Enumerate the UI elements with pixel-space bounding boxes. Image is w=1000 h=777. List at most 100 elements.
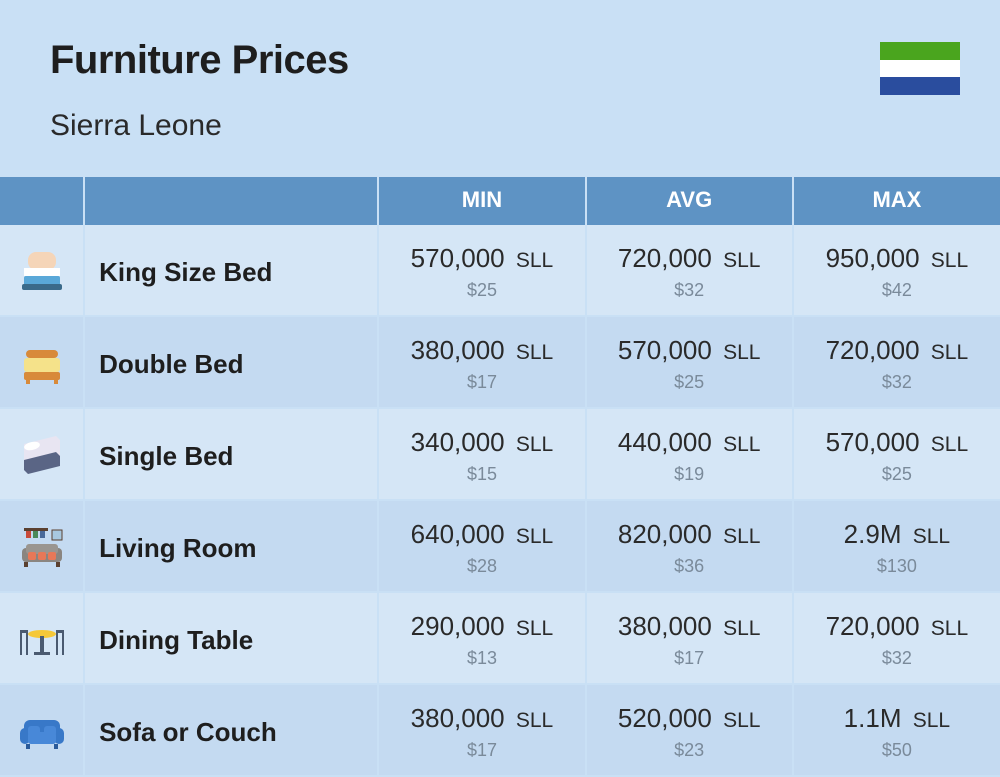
currency-code: SLL <box>931 617 968 640</box>
currency-code: SLL <box>723 617 760 640</box>
sofa-icon <box>0 684 84 776</box>
price-max: 1.1M SLL $50 <box>793 684 1000 776</box>
item-name: Sofa or Couch <box>84 684 378 776</box>
table-row: Living Room640,000 SLL$28820,000 SLL$362… <box>0 500 1000 592</box>
price-min: 640,000 SLL$28 <box>378 500 585 592</box>
col-icon <box>0 177 84 225</box>
flag-stripe-bot <box>880 77 960 95</box>
price-usd: $130 <box>794 556 1000 577</box>
price-local: 380,000 <box>618 611 712 641</box>
price-local: 570,000 <box>826 427 920 457</box>
living-room-icon <box>0 500 84 592</box>
table-row: Single Bed340,000 SLL$15440,000 SLL$1957… <box>0 408 1000 500</box>
price-avg: 720,000 SLL $32 <box>586 225 793 316</box>
price-usd: $32 <box>794 372 1000 393</box>
price-local: 720,000 <box>618 243 712 273</box>
price-min: 380,000 SLL $17 <box>378 316 585 408</box>
item-name: Dining Table <box>84 592 378 684</box>
price-usd: $25 <box>379 280 584 301</box>
price-usd: $25 <box>794 464 1000 485</box>
price-usd: $36 <box>587 556 792 577</box>
currency-code: SLL <box>516 341 553 364</box>
page-header: Furniture Prices Sierra Leone <box>0 0 1000 161</box>
price-local: 950,000 <box>826 243 920 273</box>
table-row: King Size Bed 570,000 SLL $25 720,000 SLL $3… <box>0 225 1000 316</box>
table-header-row: MIN AVG MAX <box>0 177 1000 225</box>
price-local: 380,000 <box>411 703 505 733</box>
price-avg: 820,000 SLL $36 <box>586 500 793 592</box>
price-local: 340,000 <box>411 427 505 457</box>
price-avg: 520,000 SLL$23 <box>586 684 793 776</box>
price-usd: $17 <box>379 372 584 393</box>
price-max: 2.9M SLL $130 <box>793 500 1000 592</box>
king-bed-icon <box>0 225 84 316</box>
price-usd: $17 <box>379 740 584 761</box>
price-usd: $19 <box>587 464 792 485</box>
col-min: MIN <box>378 177 585 225</box>
currency-code: SLL <box>723 341 760 364</box>
currency-code: SLL <box>516 617 553 640</box>
price-local: 720,000 <box>826 335 920 365</box>
col-max: MAX <box>793 177 1000 225</box>
double-bed-icon <box>0 316 84 408</box>
currency-code: SLL <box>516 249 553 272</box>
price-max: 570,000 SLL $25 <box>793 408 1000 500</box>
price-local: 380,000 <box>411 335 505 365</box>
price-local: 820,000 <box>618 519 712 549</box>
price-usd: $32 <box>587 280 792 301</box>
flag-stripe-top <box>880 42 960 60</box>
currency-code: SLL <box>931 249 968 272</box>
col-name <box>84 177 378 225</box>
price-min: 570,000 SLL $25 <box>378 225 585 316</box>
price-local: 720,000 <box>826 611 920 641</box>
price-usd: $28 <box>379 556 584 577</box>
price-local: 570,000 <box>618 335 712 365</box>
price-table: MIN AVG MAX King Size Bed570,000 SLL$257… <box>0 177 1000 777</box>
currency-code: SLL <box>723 525 760 548</box>
price-local: 2.9M <box>844 519 902 549</box>
currency-code: SLL <box>931 341 968 364</box>
price-avg: 440,000 SLL $19 <box>586 408 793 500</box>
currency-code: SLL <box>913 709 950 732</box>
price-max: 720,000 SLL $32 <box>793 592 1000 684</box>
price-usd: $25 <box>587 372 792 393</box>
currency-code: SLL <box>516 433 553 456</box>
table-row: Dining Table290,000 SLL$13380,000 SLL$17… <box>0 592 1000 684</box>
price-usd: $50 <box>794 740 1000 761</box>
price-usd: $23 <box>587 740 792 761</box>
price-avg: 570,000 SLL $25 <box>586 316 793 408</box>
page-subtitle: Sierra Leone <box>50 109 950 143</box>
item-name: Single Bed <box>84 408 378 500</box>
price-local: 1.1M <box>844 703 902 733</box>
country-flag-icon <box>880 42 960 95</box>
item-name: Double Bed <box>84 316 378 408</box>
price-min: 340,000 SLL$15 <box>378 408 585 500</box>
item-name: Living Room <box>84 500 378 592</box>
currency-code: SLL <box>723 249 760 272</box>
single-bed-icon <box>0 408 84 500</box>
price-max: 720,000 SLL $32 <box>793 316 1000 408</box>
price-local: 440,000 <box>618 427 712 457</box>
flag-stripe-mid <box>880 60 960 78</box>
page-title: Furniture Prices <box>50 38 950 83</box>
price-usd: $32 <box>794 648 1000 669</box>
price-min: 380,000 SLL $17 <box>378 684 585 776</box>
currency-code: SLL <box>516 709 553 732</box>
price-local: 640,000 <box>411 519 505 549</box>
price-min: 290,000 SLL$13 <box>378 592 585 684</box>
price-usd: $17 <box>587 648 792 669</box>
table-body: King Size Bed 570,000 SLL $25 720,000 SLL $3… <box>0 225 1000 776</box>
currency-code: SLL <box>931 433 968 456</box>
price-usd: $13 <box>379 648 584 669</box>
table-row: Double Bed380,000 SLL$17570,000 SLL$2572… <box>0 316 1000 408</box>
price-local: 570,000 <box>411 243 505 273</box>
item-name: King Size Bed <box>84 225 378 316</box>
col-avg: AVG <box>586 177 793 225</box>
currency-code: SLL <box>723 433 760 456</box>
price-max: 950,000 SLL $42 <box>793 225 1000 316</box>
price-avg: 380,000 SLL $17 <box>586 592 793 684</box>
price-usd: $42 <box>794 280 1000 301</box>
dining-table-icon <box>0 592 84 684</box>
currency-code: SLL <box>913 525 950 548</box>
table-row: Sofa or Couch 380,000 SLL $17520,000 SLL$2… <box>0 684 1000 776</box>
